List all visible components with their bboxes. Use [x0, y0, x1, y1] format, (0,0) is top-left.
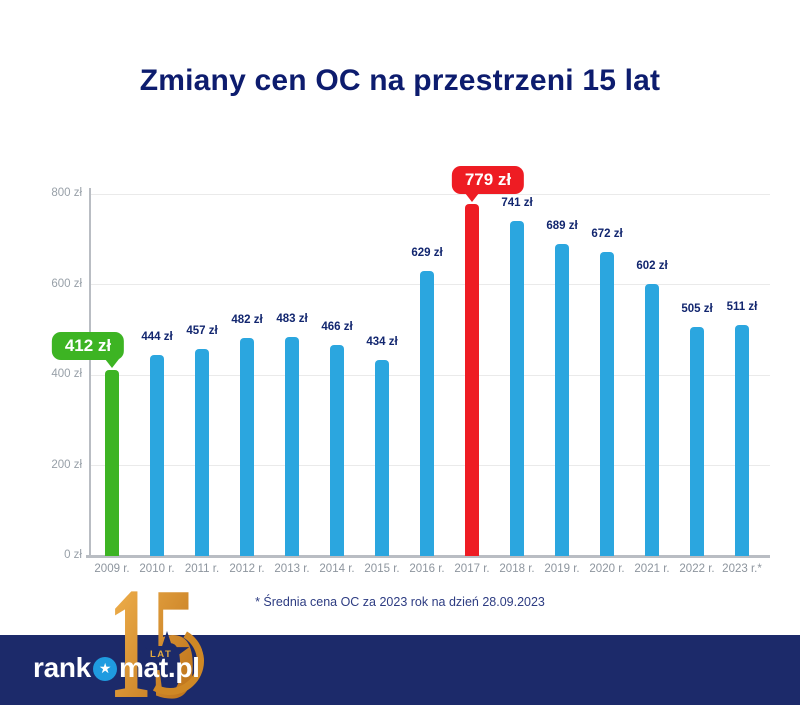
price-badge: 779 zł	[451, 165, 525, 194]
bar-2009r.	[105, 369, 119, 556]
x-axis-line	[86, 555, 770, 558]
anniversary-lat-label: LAT	[150, 649, 173, 660]
x-tick-label: 2010 r.	[139, 563, 174, 575]
x-tick-label: 2009 r.	[94, 563, 129, 575]
x-tick-label: 2016 r.	[409, 563, 445, 575]
bar-value-label: 483 zł	[276, 313, 308, 326]
x-tick-label: 2022 r.	[679, 563, 715, 575]
x-tick-label: 2019 r.	[544, 563, 580, 575]
bar-2015r.	[375, 359, 389, 556]
x-tick-label: 2021 r.	[634, 563, 670, 575]
x-tick-label: 2017 r.	[454, 563, 490, 575]
bar-2012r.	[240, 337, 254, 556]
bar-2023r.*	[735, 324, 749, 556]
bar-2018r.	[510, 220, 524, 556]
bar-value-label: 466 zł	[321, 321, 353, 334]
y-tick-label: 600 zł	[51, 277, 82, 290]
gridline-800	[90, 193, 770, 195]
price-badge-tail	[105, 358, 119, 368]
y-tick-label: 0 zł	[64, 549, 82, 561]
x-tick-label: 2020 r.	[589, 563, 625, 575]
bar-2011r.	[195, 349, 209, 556]
anniversary-star-icon: ★	[141, 619, 193, 687]
bar-2019r.	[555, 244, 569, 556]
bar-2020r.	[600, 251, 614, 556]
y-tick-label: 800 zł	[51, 187, 82, 199]
chart-title: Zmiany cen OC na przestrzeni 15 lat	[139, 64, 661, 97]
y-axis-line	[89, 188, 91, 556]
bar-value-label: 444 zł	[141, 331, 173, 344]
bar-value-label: 629 zł	[411, 247, 443, 260]
bar-2014r.	[330, 345, 344, 556]
y-tick-label: 400 zł	[51, 368, 82, 380]
bar-2010r.	[150, 355, 164, 556]
x-tick-label: 2023 r.*	[722, 563, 762, 575]
y-tick-label: 200 zł	[51, 458, 82, 471]
bar-2016r.	[420, 271, 434, 556]
rankomat-star-icon: ★	[92, 657, 117, 681]
bar-value-label: 457 zł	[186, 325, 218, 338]
rankomat-logo: rank ★ mat.pl	[33, 652, 200, 684]
price-badge-tail	[465, 192, 479, 202]
x-tick-label: 2018 r.	[499, 563, 535, 575]
bar-value-label: 602 zł	[636, 259, 668, 272]
x-tick-label: 2014 r.	[319, 563, 355, 575]
rankomat-logo-rank: rank	[33, 652, 91, 683]
x-tick-label: 2011 r.	[184, 563, 220, 575]
bar-2022r.	[690, 327, 704, 556]
bar-value-label: 689 zł	[546, 220, 578, 233]
bar-value-label: 505 zł	[681, 303, 713, 316]
bar-2017r.	[465, 203, 479, 556]
bar-value-label: 482 zł	[231, 313, 263, 326]
footnote: * Średnia cena OC za 2023 rok na dzień 2…	[255, 595, 545, 609]
bar-2013r.	[285, 337, 299, 556]
price-badge: 412 zł	[51, 331, 125, 360]
bar-value-label: 741 zł	[501, 196, 533, 209]
bar-value-label: 511 zł	[726, 300, 758, 313]
anniversary-number: 15	[108, 563, 196, 705]
x-tick-label: 2013 r.	[274, 563, 310, 575]
bar-value-label: 672 zł	[591, 227, 623, 240]
bar-2021r.	[645, 283, 659, 556]
footer-band	[0, 635, 800, 705]
bar-value-label: 434 zł	[366, 335, 398, 348]
x-tick-label: 2012 r.	[229, 563, 265, 575]
x-tick-label: 2015 r.	[364, 563, 400, 575]
star-glyph: ★	[98, 661, 112, 677]
rankomat-logo-matpl: mat.pl	[118, 652, 200, 683]
